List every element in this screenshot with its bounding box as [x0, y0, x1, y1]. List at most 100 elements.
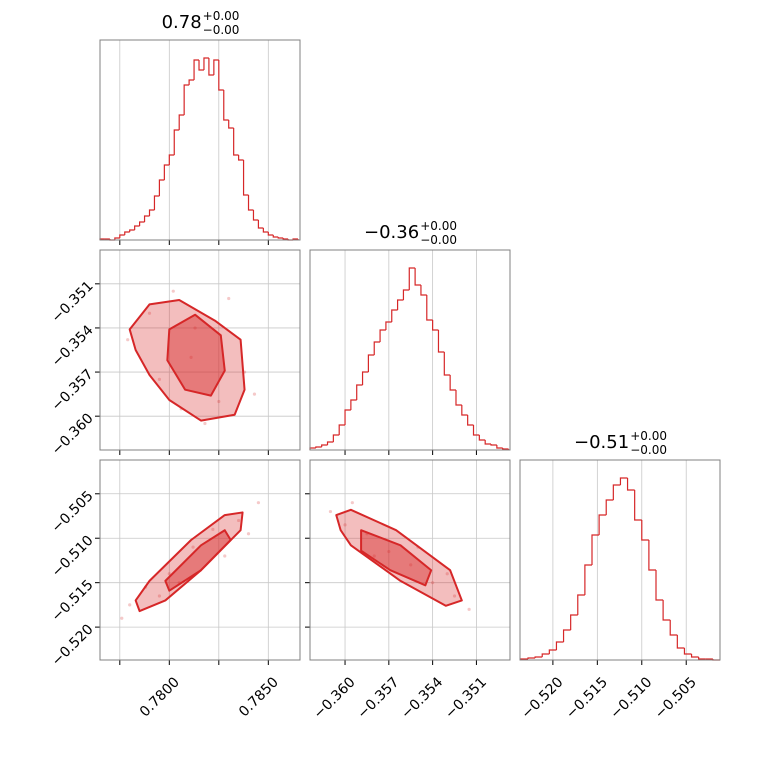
hist-step	[683, 648, 692, 655]
hist-step	[139, 221, 145, 226]
hist-step	[158, 179, 165, 196]
hist-step	[344, 409, 351, 425]
hist-step	[178, 114, 185, 130]
title-value: −0.51	[574, 432, 629, 453]
hist-step	[168, 154, 175, 165]
sample-point	[189, 355, 193, 359]
hist-step	[315, 446, 322, 448]
hist-step	[449, 375, 456, 391]
y-tick-label: −0.360	[49, 411, 97, 459]
sample-point	[203, 421, 207, 426]
hist-step	[379, 329, 386, 342]
panel-frame	[309, 459, 511, 661]
panel-title: −0.51	[574, 432, 629, 453]
y-tick-label: −0.510	[49, 533, 97, 581]
hist-step	[648, 540, 656, 571]
x-tick-label: −0.505	[652, 674, 700, 722]
hist-step	[437, 330, 445, 353]
panel-frame	[519, 459, 721, 661]
hist-step	[420, 285, 427, 296]
hist-step	[432, 320, 439, 331]
hist-step	[555, 641, 564, 650]
contour	[360, 529, 433, 587]
sample-point	[191, 545, 195, 549]
hist-step	[562, 629, 571, 642]
hist-step	[484, 440, 492, 445]
panel-frame	[99, 459, 301, 661]
x-tick-label: −0.351	[442, 674, 490, 722]
panel-frame	[309, 249, 511, 451]
sample-point	[452, 594, 457, 598]
hist-step	[119, 234, 125, 238]
hist-step	[577, 594, 585, 615]
panel-title: 0.78	[162, 12, 202, 33]
hist-step	[669, 620, 678, 636]
hist-step	[114, 237, 120, 240]
sample-point	[246, 532, 251, 536]
hist-step	[598, 514, 607, 535]
hist-step	[634, 490, 642, 521]
hist-step	[385, 321, 392, 330]
y-tick-label: −0.520	[49, 621, 97, 669]
hist-step	[326, 441, 334, 445]
hist-step	[367, 354, 375, 372]
hist-step	[548, 649, 557, 654]
y-tick-label: −0.515	[49, 577, 97, 625]
hist-step	[361, 371, 369, 385]
hist-step	[143, 215, 150, 222]
x-tick-label: −0.515	[563, 674, 611, 722]
sample-point	[431, 581, 435, 585]
hist-step	[396, 299, 404, 310]
hist-step	[502, 448, 509, 450]
hist-step	[203, 57, 209, 70]
sample-point	[157, 377, 162, 382]
hist-step	[605, 499, 614, 515]
title-minus: −0.00	[420, 233, 457, 247]
x-tick-label: −0.510	[607, 674, 655, 722]
hist-step	[183, 84, 190, 115]
hist-step	[173, 129, 180, 155]
sample-point	[193, 326, 197, 330]
sample-point	[171, 289, 175, 293]
sample-point	[237, 518, 241, 523]
hist-step	[541, 653, 550, 657]
hist-step	[134, 225, 140, 230]
hist-step	[534, 656, 543, 658]
sample-point	[252, 392, 257, 396]
hist-step	[584, 564, 592, 595]
hist-step	[455, 390, 462, 406]
hist-step	[193, 59, 200, 80]
hist-step	[252, 210, 259, 221]
sample-point	[409, 563, 413, 567]
sample-point	[227, 296, 231, 301]
hist-step	[198, 60, 204, 71]
sample-point	[387, 549, 391, 554]
hist-step	[257, 220, 264, 229]
title-minus: −0.00	[203, 23, 240, 37]
hist-step	[350, 399, 357, 410]
panel-frame	[99, 39, 301, 241]
hist-step	[472, 425, 480, 436]
y-tick-label: −0.354	[49, 322, 97, 370]
hist-step	[591, 534, 600, 565]
hist-step	[373, 341, 381, 355]
hist-step	[321, 444, 328, 447]
sample-point	[157, 594, 162, 598]
panel-title: −0.36	[364, 222, 419, 243]
sample-point	[445, 572, 449, 576]
panel-frame	[99, 249, 301, 451]
hist-step	[414, 268, 421, 286]
hist-step	[426, 295, 433, 321]
hist-step	[690, 654, 699, 658]
sample-point	[211, 527, 215, 531]
title-value: 0.78	[162, 12, 202, 33]
hist-step	[490, 444, 497, 446]
sample-point	[147, 311, 152, 315]
x-tick-label: 0.7850	[236, 674, 282, 720]
hist-step	[153, 195, 160, 210]
sample-point	[223, 554, 227, 558]
x-tick-label: −0.357	[354, 674, 402, 722]
hist-step	[338, 424, 346, 435]
hist-step	[662, 600, 671, 621]
hist-step	[163, 164, 170, 180]
